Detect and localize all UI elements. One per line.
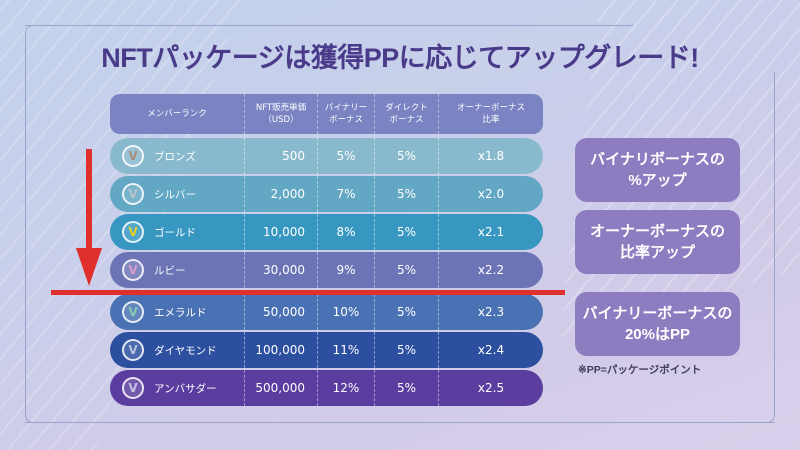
owner-cell: x2.3: [438, 294, 543, 330]
direct-cell: 5%: [374, 138, 438, 174]
divider-line: [51, 290, 565, 295]
rank-cell: V シルバー: [110, 176, 244, 212]
header-direct-line2: ボーナス: [389, 115, 424, 125]
binary-cell: 11%: [317, 332, 374, 368]
table-row: V シルバー 2,000 7% 5% x2.0: [110, 176, 543, 212]
binary-cell: 12%: [317, 370, 374, 406]
direct-cell: 5%: [374, 332, 438, 368]
ruby-medal-icon: V: [122, 259, 144, 281]
binary-cell: 9%: [317, 252, 374, 288]
header-price-line1: NFT販売単価: [255, 103, 307, 113]
table-row: V ダイヤモンド 100,000 11% 5% x2.4: [110, 332, 543, 368]
frame-border-bottom: [25, 422, 775, 423]
header-owner: オーナーボーナス 比率: [438, 94, 543, 134]
rank-cell: V ダイヤモンド: [110, 332, 244, 368]
header-binary: バイナリー ボーナス: [317, 94, 374, 134]
owner-cell: x2.0: [438, 176, 543, 212]
rank-cell: V エメラルド: [110, 294, 244, 330]
ambassador-medal-icon: V: [122, 377, 144, 399]
callout-line1: バイナリーボーナスの: [582, 305, 733, 322]
frame-border-right: [765, 72, 775, 423]
price-cell: 500,000: [244, 370, 317, 406]
rank-cell: V ルビー: [110, 252, 244, 288]
silver-medal-icon: V: [122, 183, 144, 205]
rank-name: シルバー: [154, 188, 196, 201]
rank-name: ルビー: [154, 264, 186, 277]
header-binary-line1: バイナリー: [324, 103, 368, 113]
header-direct: ダイレクト ボーナス: [374, 94, 438, 134]
header-price-line2: （USD）: [263, 115, 299, 125]
price-cell: 30,000: [244, 252, 317, 288]
header-rank-label: メンバーランク: [147, 109, 207, 119]
direct-cell: 5%: [374, 176, 438, 212]
rank-name: ゴールド: [154, 226, 196, 239]
rank-name: ダイヤモンド: [154, 344, 217, 357]
callout-line2: 比率アップ: [619, 244, 695, 261]
header-owner-label: オーナーボーナス 比率: [457, 102, 525, 126]
header-price-label: NFT販売単価 （USD）: [256, 102, 306, 126]
table-header: メンバーランク NFT販売単価 （USD） バイナリーボーナス ダイレクトボーナス…: [110, 94, 543, 134]
header-direct-line1: ダイレクト: [385, 103, 428, 113]
down-arrow-icon: [86, 149, 92, 254]
owner-cell: x2.5: [438, 370, 543, 406]
rank-table: メンバーランク NFT販売単価 （USD） バイナリーボーナス ダイレクトボーナス…: [110, 94, 543, 406]
rank-name: エメラルド: [154, 306, 207, 319]
binary-cell: 8%: [317, 214, 374, 250]
header-owner-line2: 比率: [482, 115, 500, 125]
header-owner-line1: オーナーボーナス: [456, 103, 525, 113]
gold-medal-icon: V: [122, 221, 144, 243]
price-cell: 500: [244, 138, 317, 174]
callout-line1: オーナーボーナスの: [589, 223, 725, 240]
callout-owner-up: オーナーボーナスの 比率アップ: [575, 210, 740, 274]
rank-name: ブロンズ: [154, 150, 196, 163]
diamond-medal-icon: V: [122, 339, 144, 361]
price-cell: 10,000: [244, 214, 317, 250]
binary-cell: 7%: [317, 176, 374, 212]
rank-cell: V ゴールド: [110, 214, 244, 250]
direct-cell: 5%: [374, 252, 438, 288]
bronze-medal-icon: V: [122, 145, 144, 167]
owner-cell: x2.4: [438, 332, 543, 368]
rank-cell: V アンバサダー: [110, 370, 244, 406]
binary-cell: 10%: [317, 294, 374, 330]
frame-border-left: [25, 25, 35, 423]
direct-cell: 5%: [374, 370, 438, 406]
table-row: V ブロンズ 500 5% 5% x1.8: [110, 138, 543, 174]
rank-name: アンバサダー: [154, 382, 217, 395]
table-row: V ゴールド 10,000 8% 5% x2.1: [110, 214, 543, 250]
callout-line2: %アップ: [628, 172, 687, 189]
callout-line2: 20%はPP: [624, 326, 691, 343]
table-row: V エメラルド 50,000 10% 5% x2.3: [110, 294, 543, 330]
owner-cell: x2.2: [438, 252, 543, 288]
direct-cell: 5%: [374, 294, 438, 330]
rank-cell: V ブロンズ: [110, 138, 244, 174]
table-row: V ルビー 30,000 9% 5% x2.2: [110, 252, 543, 288]
table-row: V アンバサダー 500,000 12% 5% x2.5: [110, 370, 543, 406]
callout-line1: バイナリボーナスの: [590, 151, 725, 168]
header-price: NFT販売単価 （USD）: [244, 94, 317, 134]
price-cell: 50,000: [244, 294, 317, 330]
binary-cell: 5%: [317, 138, 374, 174]
owner-cell: x1.8: [438, 138, 543, 174]
direct-cell: 5%: [374, 214, 438, 250]
callout-binary-up: バイナリボーナスの %アップ: [575, 138, 740, 202]
price-cell: 2,000: [244, 176, 317, 212]
page-title: NFTパッケージは獲得PPに応じてアップグレード!: [101, 43, 699, 73]
header-rank: メンバーランク: [110, 94, 244, 134]
down-arrow-head-icon: [76, 248, 102, 286]
callout-binary-pp: バイナリーボーナスの 20%はPP: [575, 292, 740, 356]
frame-border-top: [25, 25, 633, 26]
header-binary-label: バイナリー ボーナス: [325, 102, 367, 126]
header-binary-line2: ボーナス: [328, 115, 363, 125]
price-cell: 100,000: [244, 332, 317, 368]
emerald-medal-icon: V: [122, 301, 144, 323]
header-direct-label: ダイレクト ボーナス: [385, 102, 428, 126]
owner-cell: x2.1: [438, 214, 543, 250]
footnote: ※PP=パッケージポイント: [578, 364, 702, 376]
